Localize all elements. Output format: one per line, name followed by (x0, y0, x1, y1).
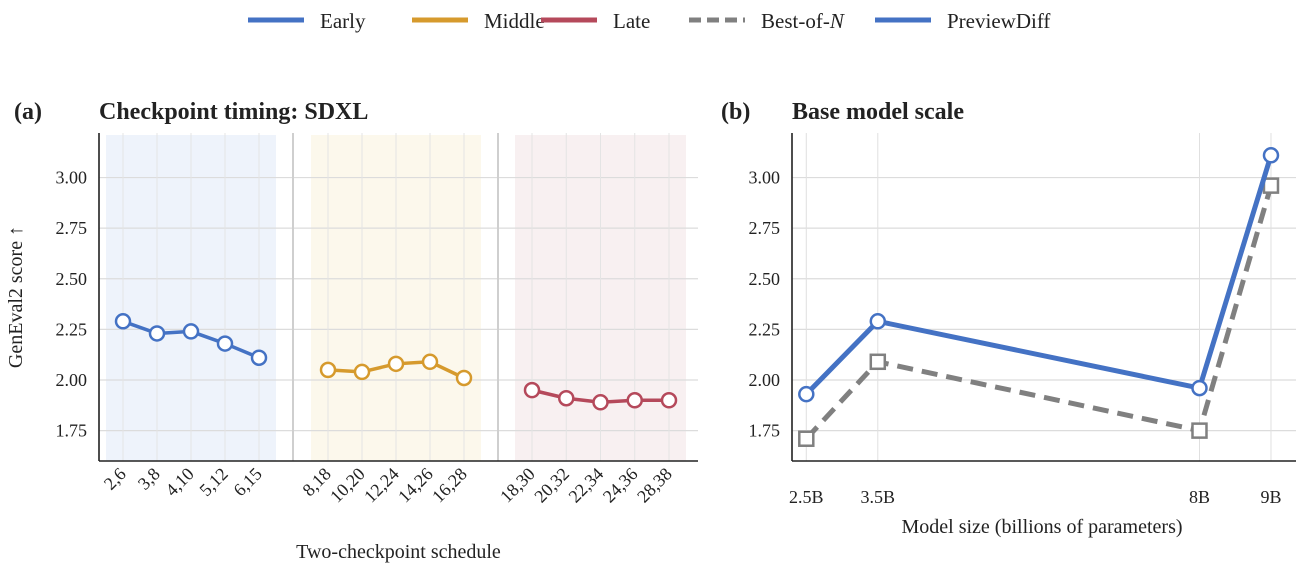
data-point-previewdiff (1262, 147, 1280, 164)
data-point-late (558, 389, 575, 407)
panel-b-plot: 1.75 2.00 2.25 2.50 2.75 3.00 2.5B 3.5B 8B 9B Mode… (749, 133, 1296, 538)
data-point-early (114, 313, 132, 330)
data-point-early (148, 325, 166, 342)
data-point-best-of-n (798, 430, 815, 447)
x-axis-label: Model size (billions of parameters) (901, 516, 1182, 538)
data-point-previewdiff (869, 313, 887, 330)
x-tick-label: 4,10 (161, 464, 197, 500)
panel-a-title: Checkpoint timing: SDXL (99, 99, 368, 125)
y-tick-label: 2.75 (749, 218, 781, 238)
x-tick-label: 2,6 (100, 464, 130, 494)
data-point-late (592, 394, 609, 411)
y-tick-label: 2.50 (56, 269, 88, 289)
y-tick-label: 2.00 (56, 370, 88, 390)
legend-label-text: Late (613, 9, 650, 33)
x-tick-label: 3.5B (861, 487, 896, 507)
legend-label-text: Best-of- (761, 9, 830, 33)
x-tick-label: 28,38 (633, 464, 676, 507)
legend-label-3: Best-of-N (761, 9, 845, 33)
data-point-early (250, 349, 268, 366)
y-tick-label: 2.00 (749, 370, 781, 390)
data-point-best-of-n (1191, 422, 1208, 439)
data-point-best-of-n (1262, 177, 1280, 194)
x-tick-label: 24,36 (599, 464, 642, 507)
data-point-previewdiff (798, 385, 815, 403)
legend-label-text: Middle (484, 9, 545, 33)
data-point-previewdiff (1191, 379, 1208, 397)
x-tick-label: 8B (1189, 487, 1210, 507)
panel-b-label: (b) (721, 99, 750, 125)
y-tick-label: 2.50 (749, 269, 781, 289)
data-point-middle (353, 363, 371, 381)
data-point-middle (387, 355, 405, 373)
y-tick-label: 1.75 (56, 421, 88, 441)
x-tick-label: 12,24 (360, 464, 403, 507)
y-tick-label: 1.75 (749, 421, 781, 441)
data-point-late (660, 392, 678, 409)
x-tick-label: 3,8 (134, 464, 164, 494)
x-tick-label: 5,12 (195, 464, 231, 500)
y-tick-label: 3.00 (749, 168, 781, 188)
series-line-best-of-n (804, 184, 1274, 441)
series-line-previewdiff (804, 154, 1274, 396)
data-point-middle (421, 353, 439, 371)
x-tick-label: 10,20 (326, 464, 369, 507)
y-tick-label: 2.25 (56, 319, 88, 339)
data-point-early (182, 323, 200, 340)
data-point-late (523, 381, 541, 399)
legend-label-italic: N (829, 9, 845, 33)
legend-label-1: Middle (484, 9, 545, 33)
x-tick-label: 6,15 (229, 464, 265, 500)
x-tick-label: 16,28 (428, 464, 471, 507)
x-tick-label: 22,34 (565, 464, 608, 507)
x-axis-label: Two-checkpoint schedule (296, 541, 501, 563)
panel-a-plot: 1.75 2.00 2.25 2.50 2.75 3.00 2,6 3,84,105,126,… (5, 133, 698, 563)
panel-b-title: Base model scale (792, 99, 964, 125)
legend-label-0: Early (320, 9, 366, 33)
panel-a-label: (a) (14, 99, 42, 125)
legend: Early Middle Late Best-of-N PreviewDiff (248, 9, 1050, 33)
legend-label-4: PreviewDiff (947, 9, 1050, 33)
x-tick-label: 18,30 (496, 464, 539, 507)
x-tick-label: 14,26 (394, 464, 437, 507)
x-tick-label: 2.5B (789, 487, 824, 507)
legend-label-text: Early (320, 9, 366, 33)
legend-label-2: Late (613, 9, 650, 33)
x-tick-label: 9B (1260, 487, 1281, 507)
data-point-middle (319, 361, 337, 379)
data-point-middle (455, 369, 473, 387)
data-point-early (216, 335, 234, 352)
y-tick-label: 2.25 (749, 319, 781, 339)
data-point-best-of-n (869, 353, 887, 371)
legend-label-text: PreviewDiff (947, 9, 1050, 33)
y-tick-label: 3.00 (56, 168, 88, 188)
x-tick-label: 20,32 (530, 464, 573, 507)
y-axis-label: GenEval2 score ↑ (5, 226, 27, 368)
data-point-late (626, 392, 643, 409)
y-tick-label: 2.75 (56, 218, 88, 238)
